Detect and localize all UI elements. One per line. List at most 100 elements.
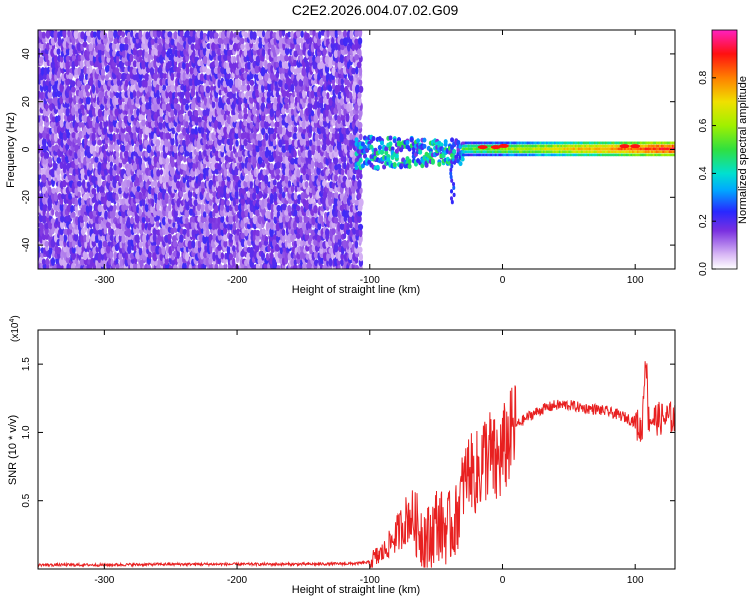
spectrogram-cell	[407, 163, 412, 169]
spectrogram-cell	[50, 218, 56, 225]
spectrogram-cell	[80, 168, 86, 175]
spectrogram-cell	[450, 189, 454, 194]
spectrogram-cell	[191, 240, 196, 249]
spectrogram-cell	[83, 65, 87, 76]
spectrogram-cell	[114, 96, 120, 106]
spectrogram-cell	[135, 121, 140, 128]
spectrogram-cell	[115, 92, 120, 99]
spectrogram-cell	[78, 130, 83, 140]
spectrogram-cell	[333, 217, 339, 224]
spectrogram-cell	[132, 131, 137, 142]
spectrogram-cell	[270, 120, 275, 128]
spectrogram-cell	[281, 229, 286, 236]
spectrogram-cell	[261, 48, 266, 57]
spectrogram-cell	[95, 233, 99, 244]
spectrogram-cell	[313, 204, 318, 214]
spectrogram-cell	[304, 32, 310, 39]
spectrogram-cell	[100, 252, 105, 261]
spectrogram-cell	[80, 233, 84, 243]
spectrogram-cell	[50, 257, 56, 266]
spectrogram-cell	[170, 160, 176, 168]
spectrogram-cell	[156, 89, 160, 99]
spectrogram-cell	[38, 124, 44, 134]
spectrogram-cell	[127, 162, 132, 171]
spectrogram-cell	[170, 84, 176, 93]
spectrogram-cell	[150, 38, 155, 45]
spectrogram-cell	[173, 97, 179, 104]
spectrogram-cell	[377, 145, 382, 151]
spectrogram-cell	[104, 108, 108, 118]
spectrogram-cell	[53, 96, 59, 107]
spectrogram-cell	[126, 73, 131, 82]
spectrogram-cell	[258, 190, 263, 199]
spectrogram-cell	[120, 37, 126, 44]
spectrogram-cell	[38, 179, 41, 187]
spectrogram-cell	[54, 54, 58, 65]
spectrogram-cell	[88, 210, 94, 220]
spectrogram-cell	[70, 86, 76, 93]
spectrogram-cell	[287, 180, 292, 188]
spectrogram-cell	[115, 42, 121, 52]
spectrogram-cell	[100, 247, 105, 255]
spectrogram-cell	[41, 174, 47, 183]
spectrogram-cell	[357, 179, 362, 190]
spectrogram-cell	[113, 77, 118, 86]
spectrogram-cell	[301, 66, 307, 77]
spectrogram-cell	[216, 107, 222, 116]
spectrogram-cell	[71, 131, 77, 139]
spectrogram-cell	[67, 30, 71, 38]
spectrogram-cell	[72, 238, 76, 249]
spectrogram-cell	[97, 161, 102, 172]
spectrogram-cell	[77, 245, 82, 256]
spectrogram-cell	[74, 227, 79, 235]
spectrogram-cell	[211, 100, 216, 109]
spectrogram-cell	[179, 234, 184, 243]
spectrogram-cell	[132, 67, 137, 75]
spectrogram-cell	[124, 43, 129, 51]
spectrogram-cell	[92, 31, 98, 38]
spectrogram-cell	[115, 151, 120, 158]
spectrogram-cell	[74, 58, 79, 67]
spectrogram-cell	[357, 37, 363, 45]
spectrogram-cell	[295, 205, 301, 212]
spectrogram-cell	[130, 131, 134, 140]
spectrogram-cell	[120, 126, 126, 134]
spectrogram-cell	[63, 233, 68, 243]
spectrogram-cell	[115, 257, 119, 265]
spectrogram-cell	[443, 139, 448, 145]
spectrogram-cell	[205, 229, 210, 237]
spectrogram-cell	[112, 132, 116, 142]
spectrogram-cell	[388, 141, 393, 147]
spectrogram-cell	[190, 128, 196, 135]
spectrogram-cell	[156, 169, 161, 177]
spectrogram-cell	[185, 62, 190, 70]
spectrogram-cell	[78, 120, 83, 128]
spectrogram-cell	[86, 151, 92, 159]
spectrogram-cell	[269, 163, 274, 171]
spectrogram-cell	[328, 197, 333, 207]
spectrogram-cell	[349, 101, 353, 112]
spectrogram-cell	[41, 31, 46, 39]
spectrogram-cell	[272, 132, 277, 140]
spectrogram-cell	[125, 252, 129, 261]
spectrogram-cell	[38, 47, 41, 58]
spectrogram-cell	[79, 59, 84, 70]
spectrogram-cell	[85, 30, 91, 37]
spectrogram-cell	[235, 68, 240, 76]
spectrogram-cell	[121, 209, 127, 219]
spectrogram-cell	[129, 104, 135, 111]
spectrogram-cell	[59, 219, 65, 230]
spectrogram-cell	[319, 214, 324, 224]
spectrogram-cell	[149, 67, 155, 76]
spectrogram-cell	[452, 192, 456, 198]
spectrogram-cell	[129, 216, 135, 225]
spectrogram-cell	[100, 258, 104, 268]
spectrogram-cell	[86, 50, 91, 57]
spectrogram-cell	[220, 198, 225, 206]
spectrogram-cell	[73, 30, 79, 40]
spectrogram-cell	[88, 43, 93, 52]
spectrogram-cell	[284, 155, 289, 166]
spectrogram-cell	[56, 156, 62, 164]
spectrogram-cell	[151, 198, 155, 208]
spectrogram-cell	[120, 144, 126, 152]
